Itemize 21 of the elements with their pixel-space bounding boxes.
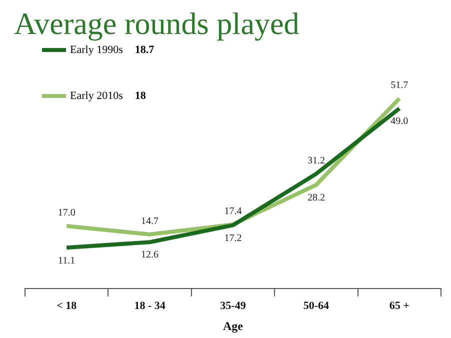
text: 18.7 [134,44,154,56]
x-tick-label: 50-64 [303,300,330,312]
data-label: 17.2 [224,232,242,244]
data-label: 49.0 [390,116,408,128]
chart-title: Average rounds played [14,6,300,41]
data-label: 14.7 [141,216,159,228]
data-label: 51.7 [390,80,408,92]
legend-label: Early 2010s [70,90,123,102]
legend-label: Early 1990s [70,44,123,56]
x-tick-label: 18 - 34 [134,300,166,312]
x-tick-label: < 18 [56,300,78,312]
data-label: 12.6 [141,250,159,261]
x-tick-label: 65 + [389,300,410,312]
x-tick-label: 35-49 [220,300,246,312]
data-label: 17.0 [58,208,76,219]
data-label: 31.2 [307,155,325,166]
data-label: 17.4 [224,206,242,218]
x-axis-title: Age [223,318,244,333]
annotation: 18 [134,90,146,102]
data-label: 28.2 [307,192,325,204]
data-label: 11.1 [58,255,76,266]
